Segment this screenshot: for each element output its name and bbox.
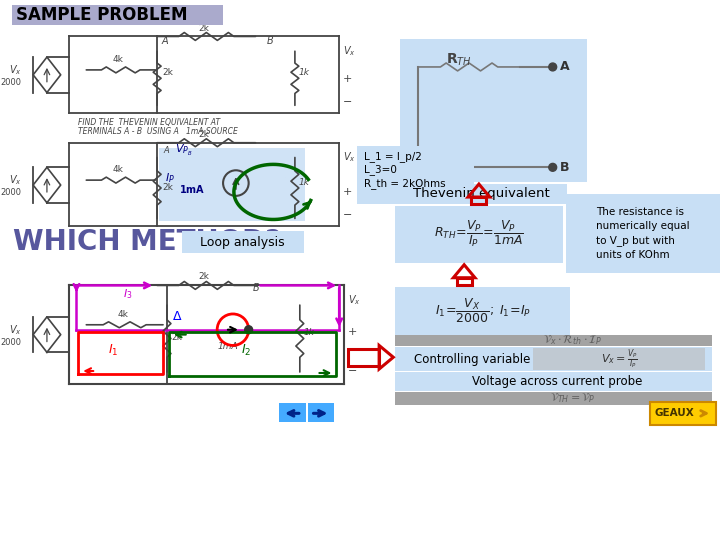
Text: B: B [559, 161, 569, 174]
Text: 2000: 2000 [0, 78, 22, 87]
Text: 1mA: 1mA [217, 342, 238, 352]
Text: +: + [343, 74, 353, 84]
FancyBboxPatch shape [279, 403, 306, 422]
Text: 2k: 2k [198, 130, 209, 139]
Text: $V_x$: $V_x$ [348, 293, 361, 307]
Text: 2k: 2k [162, 183, 173, 192]
Text: $R_{TH}\!=\!\dfrac{V_P}{I_P}\!=\!\dfrac{V_P}{1mA}$: $R_{TH}\!=\!\dfrac{V_P}{I_P}\!=\!\dfrac{… [434, 219, 524, 249]
Text: $I_3$: $I_3$ [122, 287, 132, 301]
Text: A: A [162, 36, 168, 46]
Text: 1k: 1k [304, 328, 315, 336]
FancyBboxPatch shape [12, 5, 223, 25]
Text: 1k: 1k [299, 178, 310, 187]
Text: 2k: 2k [198, 24, 209, 32]
FancyBboxPatch shape [395, 287, 570, 335]
Text: SAMPLE PROBLEM: SAMPLE PROBLEM [17, 6, 188, 24]
FancyBboxPatch shape [395, 206, 562, 263]
FancyBboxPatch shape [567, 194, 720, 273]
FancyBboxPatch shape [395, 335, 712, 347]
Text: $V_x = \frac{V_P}{I_P}$: $V_x = \frac{V_P}{I_P}$ [601, 347, 638, 371]
Text: $\Delta$: $\Delta$ [172, 310, 182, 323]
Text: 2000: 2000 [0, 338, 22, 347]
Text: Thevenin equivalent: Thevenin equivalent [413, 187, 549, 200]
Text: $V_x$: $V_x$ [343, 44, 356, 58]
FancyBboxPatch shape [159, 147, 305, 221]
Text: L_3=0: L_3=0 [364, 164, 397, 176]
FancyBboxPatch shape [395, 347, 712, 371]
Text: $V_x$: $V_x$ [9, 173, 22, 187]
Text: 1k: 1k [299, 68, 310, 77]
Text: +: + [343, 187, 353, 197]
FancyBboxPatch shape [181, 231, 304, 253]
FancyBboxPatch shape [357, 146, 474, 204]
Text: TERMINALS A - B  USING A   1mA SOURCE: TERMINALS A - B USING A 1mA SOURCE [78, 127, 238, 136]
Text: −: − [343, 97, 353, 107]
Text: Controlling variable: Controlling variable [414, 353, 530, 366]
Text: $\mathcal{V}_{TH} = \mathcal{V}_P$: $\mathcal{V}_{TH} = \mathcal{V}_P$ [549, 392, 595, 406]
Text: $V_{P_B}$: $V_{P_B}$ [175, 143, 192, 158]
FancyBboxPatch shape [395, 372, 712, 391]
FancyBboxPatch shape [400, 39, 587, 182]
Text: $V_x$: $V_x$ [9, 63, 22, 77]
FancyBboxPatch shape [395, 184, 567, 204]
Circle shape [245, 326, 253, 334]
Text: $\mathcal{V}_x \cdot \mathcal{R}_{th} \cdot \mathcal{I}_P$: $\mathcal{V}_x \cdot \mathcal{R}_{th} \c… [543, 334, 602, 347]
Text: FIND THE  THEVENIN EQUIVALENT AT: FIND THE THEVENIN EQUIVALENT AT [78, 118, 220, 127]
Text: WHICH METHOD?: WHICH METHOD? [14, 228, 282, 256]
Text: GEAUX: GEAUX [655, 408, 695, 418]
Text: $I_1$: $I_1$ [108, 343, 118, 359]
Text: L_1 = l_p/2: L_1 = l_p/2 [364, 151, 422, 161]
Text: A: A [559, 60, 570, 73]
Text: +: + [348, 327, 357, 336]
Text: Loop analysis: Loop analysis [200, 235, 285, 248]
Text: $V_x$: $V_x$ [9, 323, 22, 336]
Text: R_th = 2kOhms: R_th = 2kOhms [364, 178, 446, 189]
Circle shape [549, 63, 557, 71]
Text: B: B [253, 284, 259, 293]
Text: 4k: 4k [112, 165, 123, 174]
Text: $\mathbf{R}_{TH}$: $\mathbf{R}_{TH}$ [446, 51, 472, 68]
Text: 4k: 4k [117, 310, 128, 319]
Text: $I_2$: $I_2$ [240, 343, 251, 359]
Text: −: − [348, 366, 357, 376]
Text: $\mathbf{1mA}$: $\mathbf{1mA}$ [179, 183, 205, 195]
Text: 2k: 2k [198, 273, 209, 281]
Text: B: B [267, 36, 274, 46]
Text: The resistance is
numerically equal
to V_p but with
units of KOhm: The resistance is numerically equal to V… [596, 207, 690, 260]
Text: 4k: 4k [112, 55, 123, 64]
FancyBboxPatch shape [533, 348, 705, 370]
Text: Voltage across current probe: Voltage across current probe [472, 375, 642, 388]
FancyBboxPatch shape [307, 403, 334, 422]
Text: −: − [343, 211, 353, 220]
Text: $I_P$: $I_P$ [165, 171, 175, 185]
Text: A: A [163, 146, 168, 154]
Text: $I_1\!=\!\dfrac{V_X}{2000};\;I_1\!=\!I_P$: $I_1\!=\!\dfrac{V_X}{2000};\;I_1\!=\!I_P… [435, 297, 531, 325]
Text: 2k: 2k [171, 333, 181, 341]
Text: $V_x$: $V_x$ [343, 151, 356, 164]
Circle shape [549, 164, 557, 171]
Text: 2k: 2k [162, 68, 173, 77]
FancyBboxPatch shape [650, 402, 716, 425]
Text: 2000: 2000 [0, 188, 22, 198]
FancyBboxPatch shape [395, 392, 712, 406]
